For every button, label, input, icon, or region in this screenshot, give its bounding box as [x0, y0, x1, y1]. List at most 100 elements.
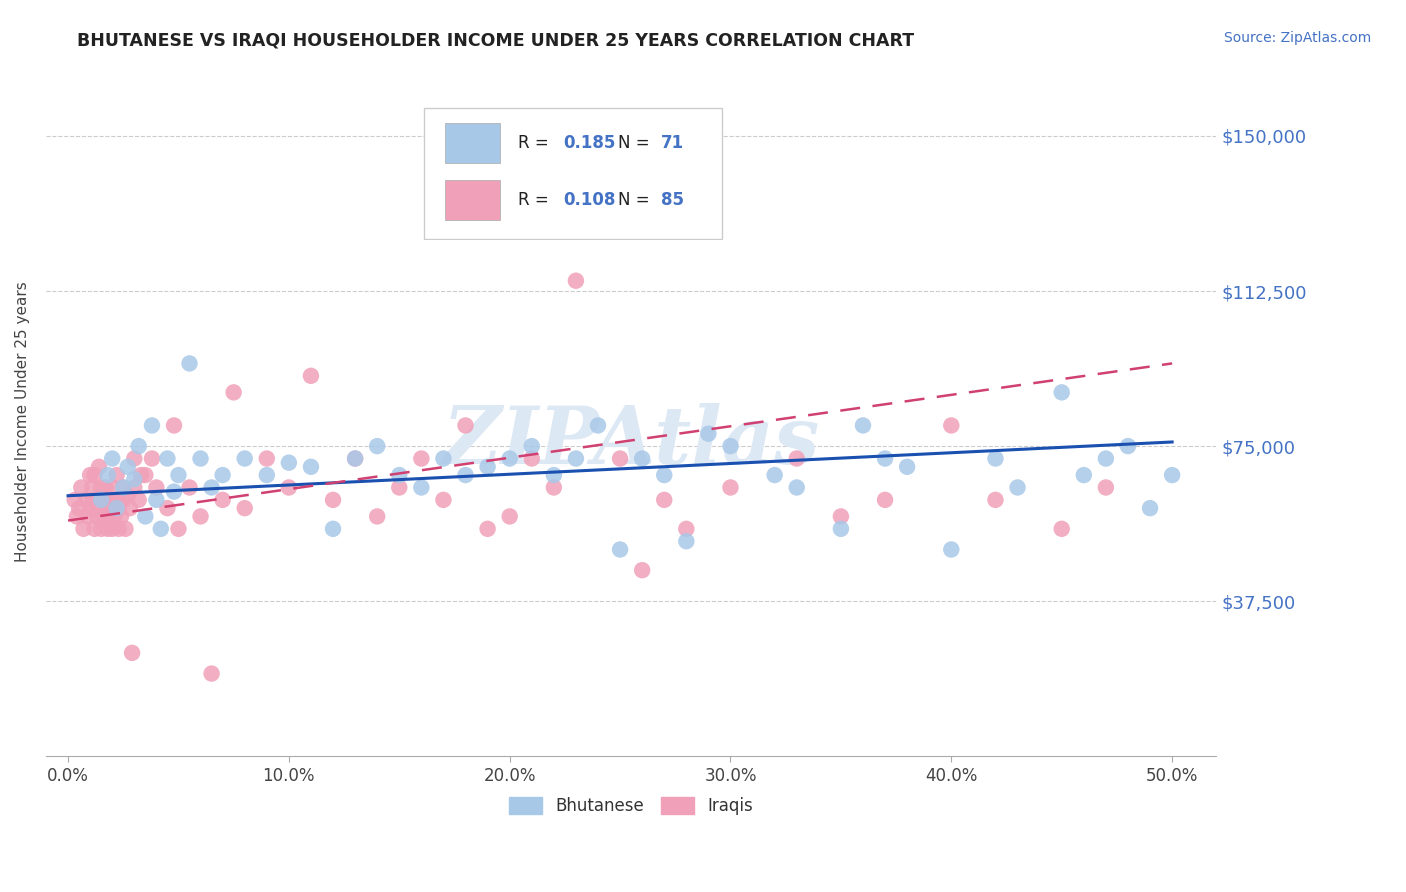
Point — [145, 480, 167, 494]
Point — [128, 492, 150, 507]
Point — [652, 468, 675, 483]
Point — [190, 509, 212, 524]
Point — [543, 480, 565, 494]
Point — [366, 439, 388, 453]
Point — [222, 385, 245, 400]
Point — [454, 418, 477, 433]
Point — [256, 451, 278, 466]
Point — [830, 509, 852, 524]
Point — [94, 492, 117, 507]
Point — [299, 368, 322, 383]
Point — [97, 501, 120, 516]
Point — [101, 522, 124, 536]
Point — [1139, 501, 1161, 516]
Point — [105, 468, 128, 483]
Point — [124, 472, 146, 486]
Point — [134, 468, 156, 483]
Point — [1050, 385, 1073, 400]
Point — [609, 451, 631, 466]
Point — [277, 480, 299, 494]
Point — [631, 563, 654, 577]
Point — [108, 522, 131, 536]
Point — [79, 468, 101, 483]
Point — [200, 480, 222, 494]
Point — [82, 480, 104, 494]
Point — [83, 468, 105, 483]
Point — [720, 480, 742, 494]
Point — [1161, 468, 1184, 483]
Point — [432, 451, 454, 466]
Point — [63, 492, 86, 507]
Point — [477, 522, 499, 536]
Point — [114, 522, 136, 536]
Point — [97, 522, 120, 536]
Point — [411, 480, 433, 494]
Point — [586, 418, 609, 433]
Point — [156, 451, 179, 466]
Point — [117, 459, 139, 474]
Point — [675, 534, 697, 549]
Point — [720, 439, 742, 453]
Point — [652, 492, 675, 507]
Point — [233, 501, 256, 516]
Point — [609, 542, 631, 557]
Point — [896, 459, 918, 474]
Point — [101, 480, 124, 494]
Point — [190, 451, 212, 466]
Point — [179, 480, 201, 494]
Point — [72, 522, 94, 536]
Point — [388, 480, 411, 494]
Text: Source: ZipAtlas.com: Source: ZipAtlas.com — [1223, 31, 1371, 45]
Point — [149, 522, 172, 536]
Point — [322, 522, 344, 536]
Point — [344, 451, 367, 466]
Point — [873, 451, 896, 466]
Point — [1007, 480, 1029, 494]
Point — [105, 501, 128, 516]
Point — [90, 480, 112, 494]
Point — [118, 501, 141, 516]
Point — [499, 451, 522, 466]
Point — [124, 480, 146, 494]
Point — [1116, 439, 1139, 453]
Point — [86, 509, 108, 524]
Point — [124, 451, 146, 466]
Point — [141, 451, 163, 466]
Point — [344, 451, 367, 466]
Point — [256, 468, 278, 483]
Point — [520, 451, 543, 466]
Point — [77, 509, 100, 524]
Point — [112, 492, 135, 507]
Point — [67, 501, 90, 516]
Point — [75, 492, 97, 507]
Point — [103, 509, 125, 524]
Point — [134, 509, 156, 524]
Point — [145, 492, 167, 507]
Point — [1095, 480, 1118, 494]
Point — [432, 492, 454, 507]
Point — [163, 418, 186, 433]
Point — [211, 492, 233, 507]
Point — [786, 480, 808, 494]
Point — [454, 468, 477, 483]
Point — [101, 451, 124, 466]
Text: ZIPAtlas: ZIPAtlas — [443, 402, 820, 480]
Point — [941, 418, 963, 433]
Point — [1073, 468, 1095, 483]
Point — [411, 451, 433, 466]
Point — [697, 426, 720, 441]
Point — [852, 418, 875, 433]
Point — [873, 492, 896, 507]
Point — [477, 459, 499, 474]
Y-axis label: Householder Income Under 25 years: Householder Income Under 25 years — [15, 281, 30, 562]
Point — [105, 492, 128, 507]
Point — [277, 456, 299, 470]
Point — [631, 451, 654, 466]
Point — [211, 468, 233, 483]
Point — [141, 418, 163, 433]
Point — [82, 492, 104, 507]
Point — [200, 666, 222, 681]
Point — [167, 468, 190, 483]
Point — [121, 646, 143, 660]
Point — [93, 501, 115, 516]
